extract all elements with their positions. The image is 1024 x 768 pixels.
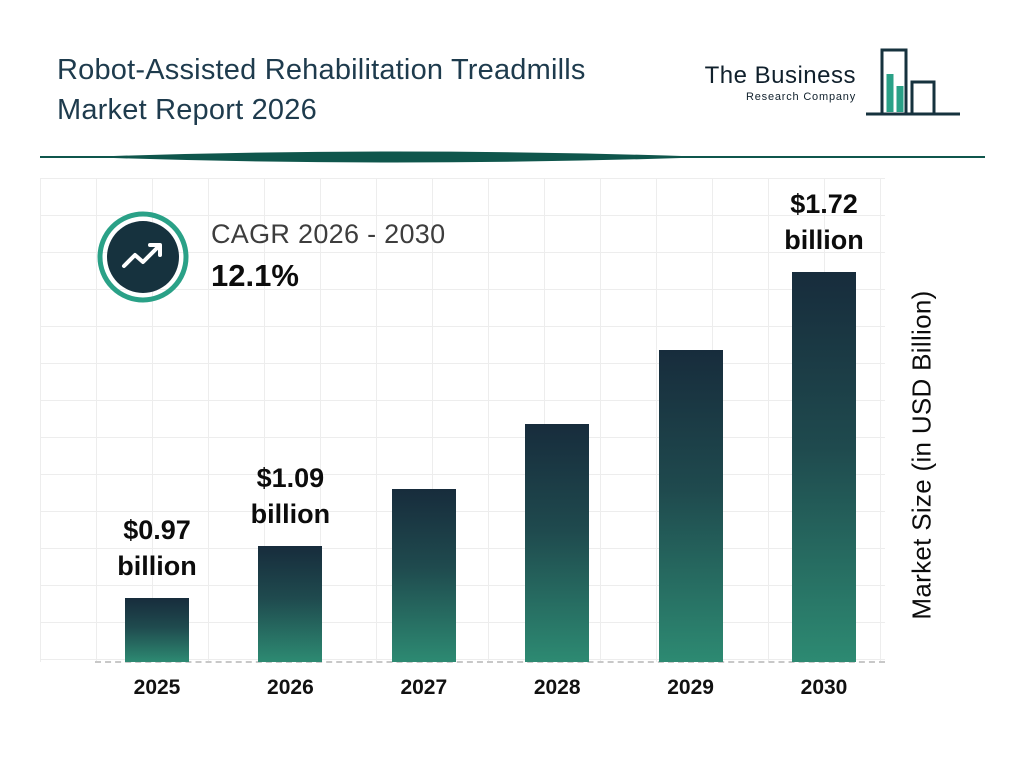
bar-value-label-2026: $1.09 billion [250,462,331,529]
company-logo-text: The Business Research Company [705,62,856,103]
x-axis-baseline [95,661,885,663]
company-name: The Business [704,62,856,89]
bar-chart-logo-icon [866,48,960,116]
divider [0,148,1024,166]
x-axis-label-2029: 2029 [667,676,714,699]
chart-grid [40,178,885,662]
bar-value-label-2030: $1.72 billion [784,189,864,255]
x-axis-label-2025: 2025 [133,676,181,699]
x-axis-label-2030: 2030 [800,676,848,699]
bar-value-label-2025: $0.97 billion [117,515,197,581]
cagr-text: CAGR 2026 - 2030 12.1% [211,219,445,294]
bar-2029 [658,350,723,662]
page-title: Robot-Assisted Rehabilitation Treadmills… [57,50,586,130]
company-subname: Research Company [745,91,856,103]
bar-chart: $0.97 billion 2025 $1.09 billion 2026 2027 2028… [95,180,885,699]
bar-2026 [258,545,323,662]
cagr-callout: CAGR 2026 - 2030 12.1% [97,211,445,303]
bar-2028 [525,424,590,662]
x-axis-label-2027: 2027 [400,676,448,699]
cagr-value: 12.1% [211,258,299,293]
bar-2027 [391,489,456,662]
cagr-label: CAGR 2026 - 2030 [211,219,446,249]
trending-up-icon [97,211,189,303]
x-axis-label-2028: 2028 [533,676,581,699]
y-axis-label: Market Size (in USD Billion) [906,290,937,620]
divider-graphic [40,151,985,163]
x-axis-label-2026: 2026 [267,676,314,699]
bar-2030 [792,272,856,662]
page-title-line2: Market Report 2026 [57,94,317,126]
company-logo: The Business Research Company [705,44,964,119]
page-title-line1: Robot-Assisted Rehabilitation Treadmills [57,54,586,86]
bar-2025 [125,598,189,662]
